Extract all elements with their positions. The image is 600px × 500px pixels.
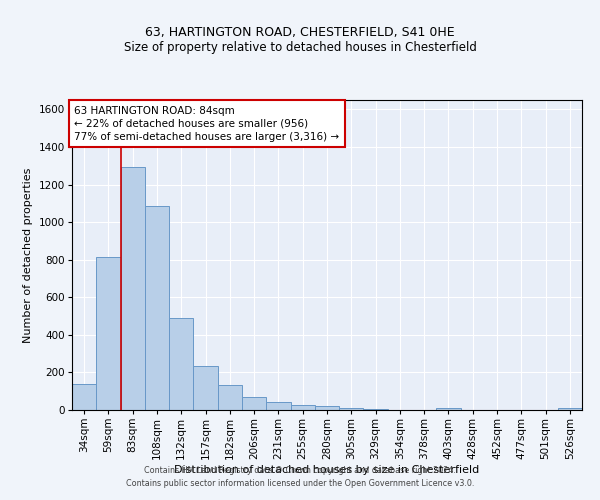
Bar (121, 166, 145, 410)
Bar (193, 366, 218, 410)
Bar (169, 318, 193, 410)
Bar (558, 408, 582, 410)
Bar (72, 384, 96, 410)
Y-axis label: Number of detached properties: Number of detached properties (23, 168, 33, 342)
Text: 63, HARTINGTON ROAD, CHESTERFIELD, S41 0HE: 63, HARTINGTON ROAD, CHESTERFIELD, S41 0… (145, 26, 455, 39)
Bar (364, 409, 388, 410)
Bar (266, 402, 290, 410)
Text: Size of property relative to detached houses in Chesterfield: Size of property relative to detached ho… (124, 41, 476, 54)
Text: 63 HARTINGTON ROAD: 84sqm
← 22% of detached houses are smaller (956)
77% of semi: 63 HARTINGTON ROAD: 84sqm ← 22% of detac… (74, 106, 340, 142)
Bar (290, 406, 315, 410)
Bar (339, 408, 364, 410)
Bar (96, 257, 121, 410)
Bar (218, 384, 242, 410)
Text: Contains HM Land Registry data © Crown copyright and database right 2024.
Contai: Contains HM Land Registry data © Crown c… (126, 466, 474, 487)
Bar (145, 206, 169, 410)
X-axis label: Distribution of detached houses by size in Chesterfield: Distribution of detached houses by size … (175, 464, 479, 474)
Bar (242, 397, 266, 410)
Bar (315, 406, 339, 410)
Bar (436, 408, 461, 410)
